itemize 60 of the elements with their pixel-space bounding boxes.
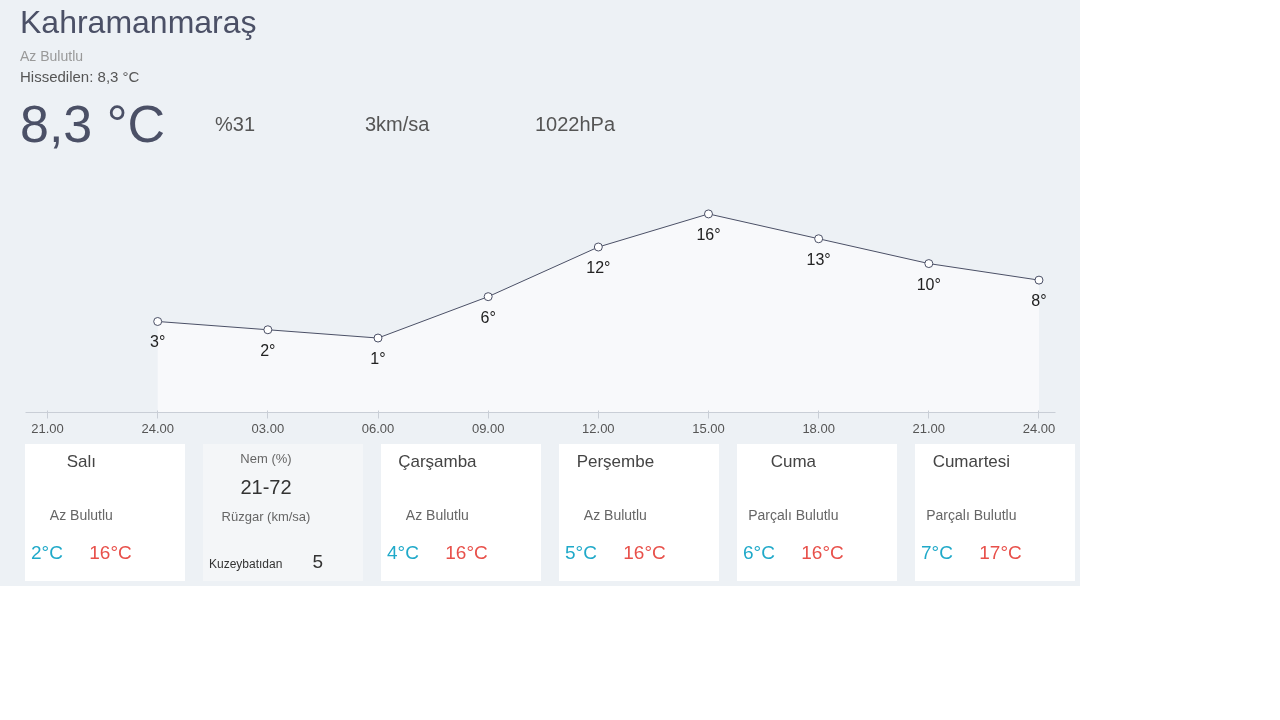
text: Çarşamba — [397, 451, 478, 474]
text: Rüzgar (km/sa) — [220, 507, 312, 526]
text: 8,3 °C — [20, 94, 166, 156]
data-label: 1° — [370, 350, 386, 368]
data-label: 6° — [480, 309, 496, 327]
point — [153, 317, 163, 327]
data-label: 16° — [696, 226, 721, 244]
text: 16°C — [445, 541, 488, 563]
data-label: 13° — [806, 251, 831, 269]
x-tick-label: 06.00 — [361, 420, 395, 436]
chart-title: Kahramanmaraş — [20, 3, 257, 42]
text: Cuma — [769, 451, 818, 474]
text: 21-72 — [239, 474, 293, 500]
x-tick-label: 18.00 — [802, 420, 835, 436]
point — [703, 209, 713, 219]
x-tick-label: 15.00 — [692, 420, 725, 436]
text: Hissedilen: 8,3 °C — [20, 66, 140, 87]
text: Kuzeybatıdan — [209, 557, 283, 572]
point — [263, 325, 273, 335]
text: Nem (%) — [239, 450, 293, 469]
point — [483, 292, 493, 302]
text: 5°C — [565, 541, 597, 563]
text: 16°C — [801, 541, 844, 563]
point — [924, 259, 934, 269]
text: 16°C — [89, 541, 132, 563]
data-label: 10° — [916, 275, 941, 293]
text: 1022hPa — [535, 112, 616, 138]
x-tick-label: 24.00 — [141, 420, 174, 436]
text: Perşembe — [575, 451, 656, 474]
text: 5 — [312, 551, 323, 573]
text: 3km/sa — [365, 112, 430, 138]
point — [593, 242, 603, 252]
text: 2°C — [31, 541, 63, 563]
text: Parçalı Bulutlu — [925, 505, 1018, 525]
text: Az Bulutlu — [48, 505, 114, 525]
point — [1034, 276, 1044, 286]
point — [814, 234, 824, 244]
text: Az Bulutlu — [582, 505, 648, 525]
text: Salı — [65, 451, 97, 474]
data-label: 12° — [586, 259, 611, 277]
text: Cumartesi — [931, 451, 1012, 474]
text: 4°C — [387, 541, 419, 563]
text: 7°C — [921, 541, 953, 563]
x-tick-label: 12.00 — [582, 420, 615, 436]
data-label: 2° — [260, 342, 276, 360]
x-tick-label: 03.00 — [251, 420, 285, 436]
x-tick-label: 21.00 — [912, 420, 946, 436]
text: 17°C — [979, 541, 1022, 563]
x-tick-label: 24.00 — [1022, 420, 1056, 436]
data-label: 8° — [1031, 292, 1047, 310]
text: Parçalı Bulutlu — [747, 505, 840, 525]
text: %31 — [215, 112, 256, 138]
data-label: 3° — [150, 333, 166, 351]
text: 16°C — [623, 541, 666, 563]
text: Az Bulutlu — [20, 46, 84, 66]
point — [373, 333, 383, 343]
x-tick-label: 09.00 — [471, 420, 505, 436]
text: Az Bulutlu — [404, 505, 470, 525]
x-tick-label: 21.00 — [31, 420, 64, 436]
text: 6°C — [743, 541, 775, 563]
